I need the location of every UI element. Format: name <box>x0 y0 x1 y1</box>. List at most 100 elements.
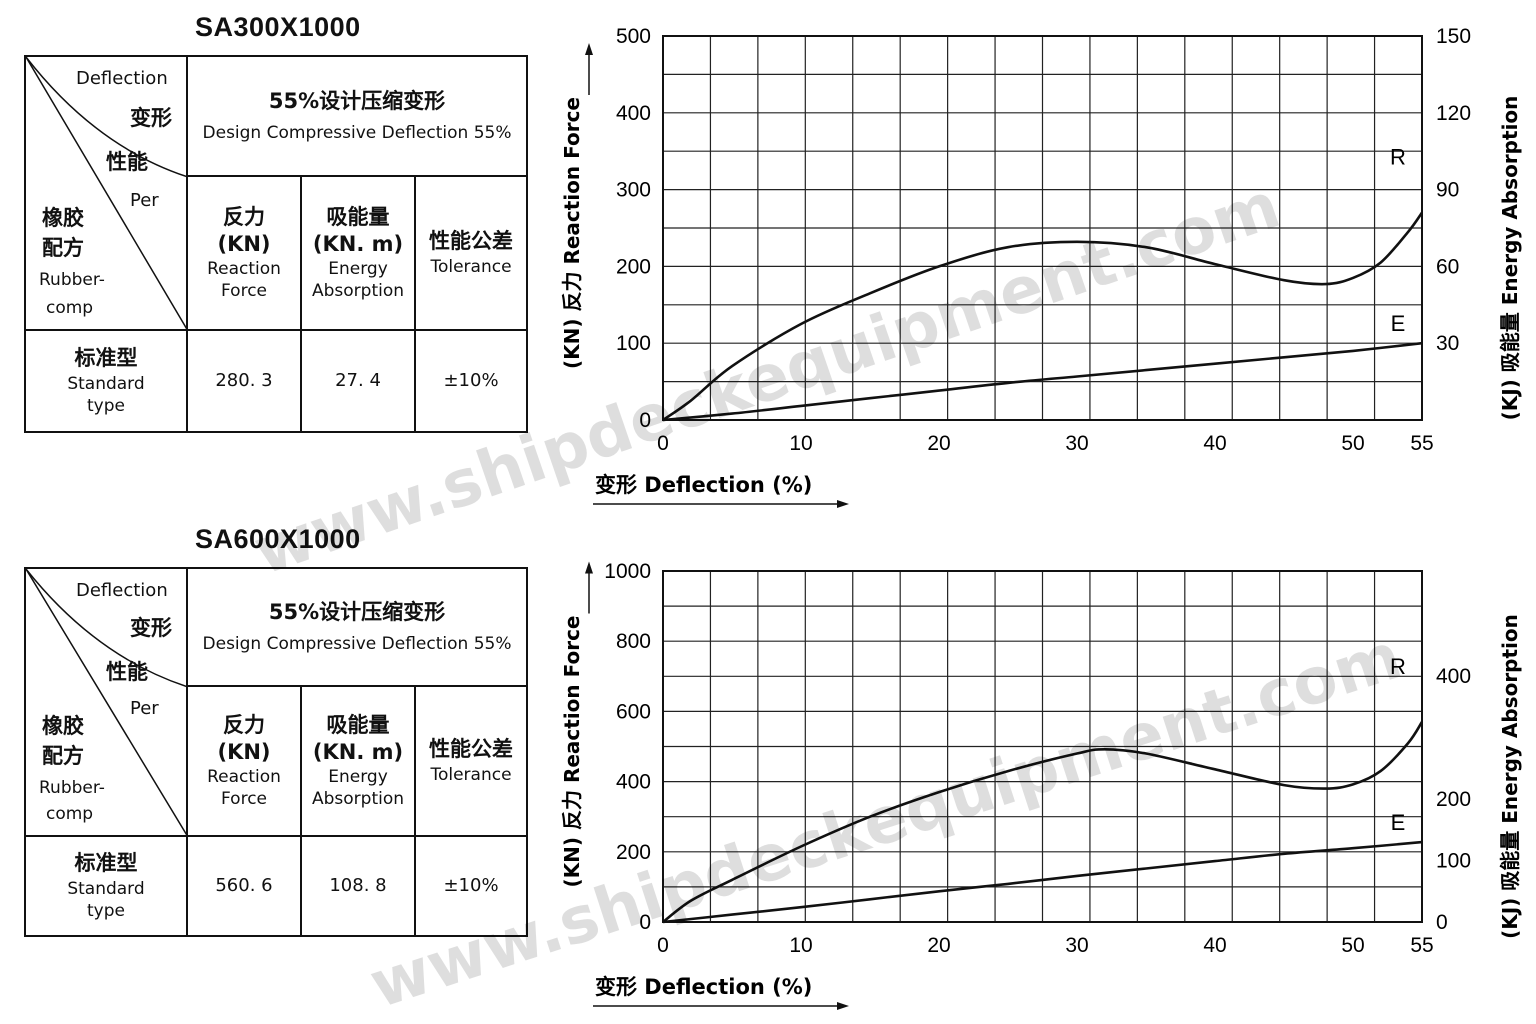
corner-rubber-cn1: 橡胶 <box>42 206 84 230</box>
corner-diagonal-lines <box>27 570 185 834</box>
y-tick-label: 400 <box>616 102 651 125</box>
y2-tick-label: 90 <box>1436 179 1459 202</box>
y2-tick-label: 0 <box>1436 911 1448 934</box>
x-tick-label: 20 <box>927 934 950 957</box>
col-tolerance-header: 性能公差 Tolerance <box>413 175 529 331</box>
series-line-e <box>662 840 1423 924</box>
y-tick-label: 300 <box>616 179 651 202</box>
value-tolerance: ±10% <box>413 835 529 937</box>
corner-header-cell: Deflection 变形 性能 Per 橡胶 配方 Rubber- comp <box>24 567 188 837</box>
y-tick-label: 200 <box>616 841 651 864</box>
corner-rubber-en2: comp <box>46 298 94 318</box>
row-type-header: 标准型 Standard type <box>24 835 188 937</box>
design-deflection-en: Design Compressive Deflection 55% <box>202 122 512 143</box>
y-axis-arrowhead <box>585 43 593 55</box>
y2-tick-label: 400 <box>1436 665 1471 688</box>
corner-rubber-cn2: 配方 <box>42 236 84 260</box>
x-axis-arrowhead <box>837 500 849 508</box>
x-tick-label: 40 <box>1203 432 1226 455</box>
y-tick-label: 1000 <box>604 560 651 583</box>
corner-rubber-en1: Rubber- <box>39 778 105 798</box>
y-tick-label: 200 <box>616 255 651 278</box>
x-tick-label: 50 <box>1341 934 1364 957</box>
x-axis-label: 变形 Deflection (%) <box>595 975 812 999</box>
x-tick-label: 40 <box>1203 934 1226 957</box>
grid <box>662 570 1423 923</box>
corner-diagonal-lines <box>27 58 185 328</box>
corner-deflection-cn: 变形 <box>130 106 172 130</box>
y-tick-label: 100 <box>616 332 651 355</box>
col-reaction-header: 反力 (KN) Reaction Force <box>186 175 302 331</box>
series-line-r <box>662 721 1424 924</box>
grid <box>662 35 1423 421</box>
x-tick-label: 55 <box>1410 934 1433 957</box>
y2-tick-label: 60 <box>1436 255 1459 278</box>
series-label-r: R <box>1390 654 1406 679</box>
x-axis-label: 变形 Deflection (%) <box>595 473 812 497</box>
corner-rubber-cn1: 橡胶 <box>42 714 84 738</box>
model-title: SA600X1000 <box>195 524 361 554</box>
model-title: SA300X1000 <box>195 12 361 42</box>
corner-perf-cn: 性能 <box>106 150 148 174</box>
corner-rubber-cn2: 配方 <box>42 744 84 768</box>
col-reaction-header: 反力 (KN) Reaction Force <box>186 685 302 837</box>
design-deflection-cn: 55%设计压缩变形 <box>268 600 446 625</box>
series-line-r <box>662 211 1424 422</box>
y2-tick-label: 30 <box>1436 332 1459 355</box>
corner-deflection-en: Deflection <box>76 580 168 601</box>
corner-deflection-cn: 变形 <box>130 616 172 640</box>
design-deflection-cn: 55%设计压缩变形 <box>268 89 446 114</box>
y-axis-label: (KN) 反力 Reaction Force <box>560 97 584 369</box>
spec-table: Deflection 变形 性能 Per 橡胶 配方 Rubber- comp … <box>24 567 529 937</box>
col-energy-header: 吸能量 (KN. m) Energy Absorption <box>300 685 416 837</box>
y-tick-label: 800 <box>616 630 651 653</box>
y2-tick-label: 150 <box>1436 25 1471 48</box>
series-label-e: E <box>1391 810 1406 835</box>
x-tick-label: 10 <box>789 934 812 957</box>
fender-block-bottom: SA600X1000 Deflection 变形 性能 Per 橡胶 配方 Ru… <box>0 512 1536 1024</box>
x-tick-label: 20 <box>927 432 950 455</box>
design-deflection-cell: 55%设计压缩变形 Design Compressive Deflection … <box>185 567 529 687</box>
y2-tick-label: 120 <box>1436 102 1471 125</box>
plot-frame <box>662 570 1423 923</box>
series-label-e: E <box>1391 311 1406 336</box>
plot-frame <box>662 35 1423 421</box>
y-tick-label: 500 <box>616 25 651 48</box>
series-line-e <box>662 341 1423 422</box>
value-tolerance: ±10% <box>413 329 529 433</box>
corner-deflection-en: Deflection <box>76 68 168 89</box>
y2-axis-label: (KJ) 吸能量 Energy Absorption <box>1498 96 1522 421</box>
corner-perf-en: Per <box>130 698 159 719</box>
x-tick-label: 50 <box>1341 432 1364 455</box>
performance-chart-top: 0 10 20 30 40 50 55 0 100 200 300 400 500 30 60 90 120 15… <box>545 0 1536 512</box>
y2-axis-label: (KJ) 吸能量 Energy Absorption <box>1498 614 1522 939</box>
value-reaction: 560. 6 <box>186 835 302 937</box>
y-axis-arrowhead <box>585 561 593 574</box>
performance-chart-bottom: 0 10 20 30 40 50 55 0 200 400 600 800 1000 0 100 200 400… <box>545 512 1536 1024</box>
corner-perf-cn: 性能 <box>106 660 148 684</box>
col-tolerance-header: 性能公差 Tolerance <box>413 685 529 837</box>
y-tick-label: 400 <box>616 771 651 794</box>
x-tick-label: 10 <box>789 432 812 455</box>
x-tick-label: 0 <box>657 432 669 455</box>
col-energy-header: 吸能量 (KN. m) Energy Absorption <box>300 175 416 331</box>
corner-rubber-en1: Rubber- <box>39 270 105 290</box>
x-tick-label: 0 <box>657 934 669 957</box>
y-tick-label: 600 <box>616 700 651 723</box>
corner-header-cell: Deflection 变形 性能 Per 橡胶 配方 Rubber- comp <box>24 55 188 331</box>
corner-rubber-en2: comp <box>46 804 94 824</box>
x-tick-label: 55 <box>1410 432 1433 455</box>
y2-tick-label: 200 <box>1436 788 1471 811</box>
series-label-r: R <box>1390 145 1406 170</box>
x-tick-label: 30 <box>1065 934 1088 957</box>
x-tick-label: 30 <box>1065 432 1088 455</box>
spec-table: Deflection 变形 性能 Per 橡胶 配方 Rubber- comp … <box>24 55 529 433</box>
x-axis-arrowhead <box>837 1002 849 1010</box>
value-energy: 108. 8 <box>300 835 416 937</box>
value-energy: 27. 4 <box>300 329 416 433</box>
y-tick-label: 0 <box>639 409 651 432</box>
corner-perf-en: Per <box>130 190 159 211</box>
design-deflection-en: Design Compressive Deflection 55% <box>202 633 512 654</box>
y-tick-label: 0 <box>639 911 651 934</box>
y2-tick-label: 100 <box>1436 850 1471 873</box>
